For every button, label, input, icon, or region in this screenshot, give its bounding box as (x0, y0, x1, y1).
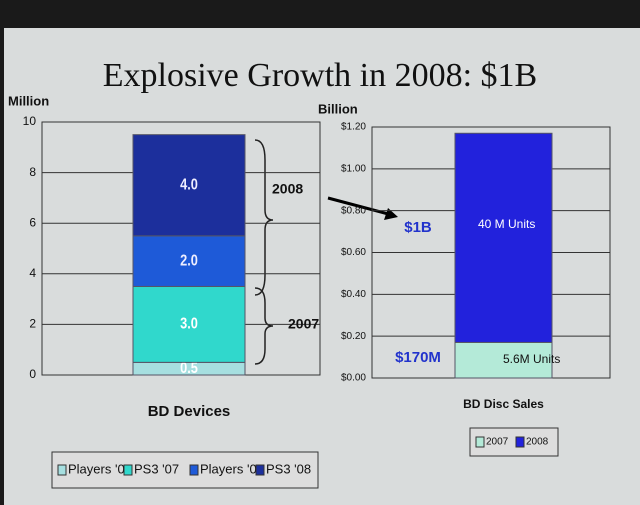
arrow (327, 196, 393, 217)
data-label: 2.0 (180, 252, 198, 270)
legend-swatch (57, 464, 67, 476)
legend-label: 2007 (486, 437, 509, 448)
x-tick-label: BD Disc Sales (463, 397, 544, 411)
bar-segment (132, 235, 246, 287)
legend-swatch (189, 464, 199, 476)
legend-swatch (515, 436, 525, 448)
legend-label: Players '08 (200, 461, 264, 476)
data-label: 3.0 (180, 315, 198, 333)
data-label: $170M (395, 349, 441, 366)
legend-swatch (255, 464, 265, 476)
y-tick-label: 2 (29, 317, 36, 331)
y-tick-label: $0.60 (341, 247, 366, 258)
legend-label: PS3 '08 (266, 461, 311, 476)
data-label: $1B (404, 219, 432, 236)
annotation: 2008 (272, 181, 303, 197)
bar-segment (132, 134, 246, 237)
y-tick-label: 6 (29, 215, 36, 229)
legend-swatch (123, 464, 133, 476)
y-tick-label: $1.20 (341, 122, 366, 133)
annotation: 40 M Units (478, 217, 535, 231)
y-tick-label: $0.00 (341, 373, 366, 384)
x-tick-label: BD Devices (148, 403, 231, 420)
legend-label: 2008 (526, 437, 549, 448)
bar-segment (132, 285, 246, 363)
y-tick-label: 8 (29, 165, 36, 179)
brace-2008 (254, 139, 274, 296)
y-tick-label: $1.00 (341, 163, 366, 174)
y-tick-label: 0 (29, 367, 36, 381)
y-tick-label: 10 (23, 114, 37, 128)
y-axis-label: Million (8, 93, 49, 108)
legend-swatch (475, 436, 485, 448)
slide-title: Explosive Growth in 2008: $1B (103, 57, 537, 94)
y-tick-label: 4 (29, 266, 36, 280)
y-tick-label: $0.20 (341, 331, 366, 342)
y-tick-label: $0.80 (341, 205, 366, 216)
brace-2007 (254, 287, 274, 365)
bar-segment (454, 132, 553, 343)
legend-label: PS3 '07 (134, 461, 179, 476)
legend-box (469, 427, 559, 457)
data-label: 4.0 (180, 176, 198, 194)
data-label: 0.5 (180, 360, 198, 378)
annotation: 2007 (288, 316, 319, 332)
annotation: 5.6M Units (503, 352, 560, 366)
legend-box (51, 451, 319, 489)
legend-label: Players '07 (68, 461, 132, 476)
y-axis-label: Billion (318, 101, 358, 116)
y-tick-label: $0.40 (341, 289, 366, 300)
